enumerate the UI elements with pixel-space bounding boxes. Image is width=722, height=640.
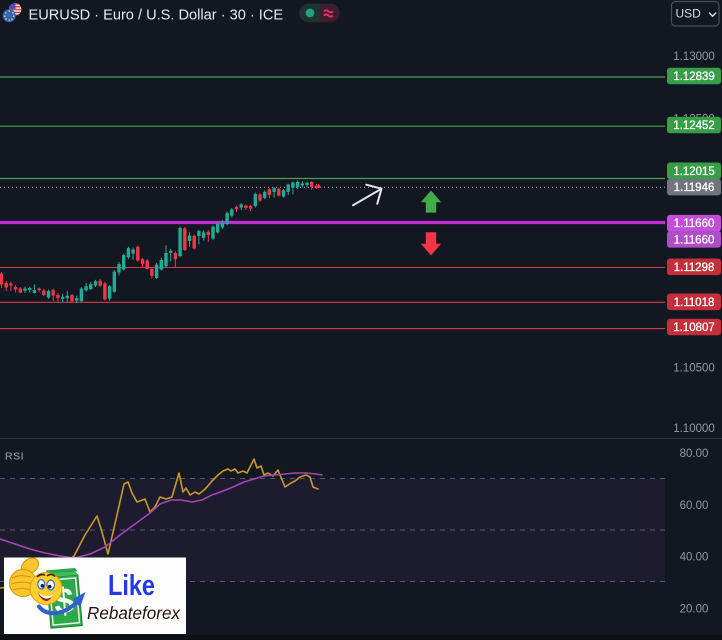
svg-text:1.12015: 1.12015 bbox=[673, 166, 715, 178]
svg-text:20.00: 20.00 bbox=[680, 603, 709, 615]
svg-text:60.00: 60.00 bbox=[680, 500, 709, 512]
svg-text:1.11660: 1.11660 bbox=[674, 218, 715, 230]
svg-text:1.10807: 1.10807 bbox=[673, 322, 715, 334]
svg-text:1.11946: 1.11946 bbox=[674, 182, 715, 194]
svg-text:EURUSD · Euro / U.S. Dollar ·: EURUSD · Euro / U.S. Dollar · 30 · ICE bbox=[29, 8, 284, 24]
svg-text:1.12839: 1.12839 bbox=[673, 71, 715, 83]
svg-text:1.13000: 1.13000 bbox=[673, 51, 715, 63]
svg-text:Like: Like bbox=[108, 570, 155, 602]
svg-text:1.10500: 1.10500 bbox=[673, 362, 715, 374]
svg-text:Rebateforex: Rebateforex bbox=[87, 603, 181, 623]
svg-text:1.11298: 1.11298 bbox=[674, 262, 715, 274]
svg-text:1.12452: 1.12452 bbox=[673, 120, 715, 132]
svg-text:80.00: 80.00 bbox=[680, 448, 709, 460]
svg-text:USD: USD bbox=[676, 6, 702, 20]
svg-text:40.00: 40.00 bbox=[680, 552, 709, 564]
svg-text:1.11018: 1.11018 bbox=[674, 297, 715, 309]
svg-text:1.11660: 1.11660 bbox=[674, 234, 715, 246]
svg-text:1.10000: 1.10000 bbox=[673, 423, 715, 435]
svg-text:RSI: RSI bbox=[5, 451, 24, 463]
